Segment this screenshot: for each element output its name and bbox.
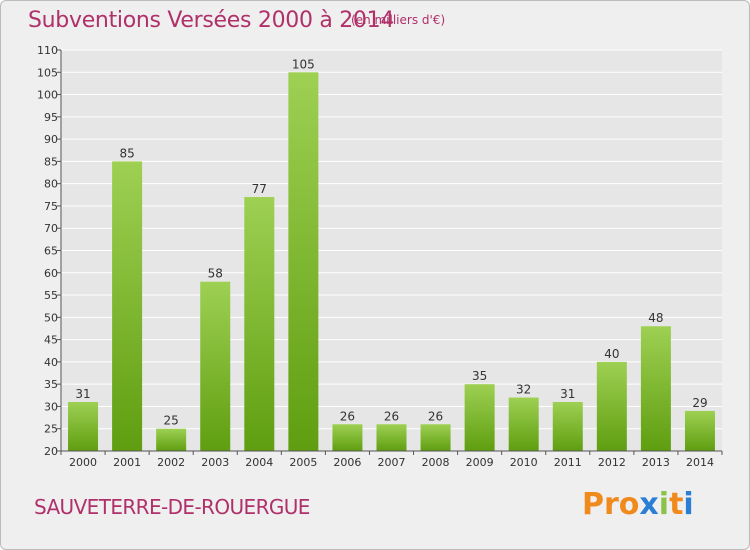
- data-label: 26: [340, 409, 355, 423]
- y-tick-label: 25: [44, 423, 58, 436]
- bar: [200, 281, 231, 451]
- x-tick-label: 2014: [686, 456, 714, 469]
- data-label: 58: [208, 267, 223, 281]
- data-label: 85: [119, 146, 134, 160]
- chart-title: Subventions Versées 2000 à 2014: [28, 8, 395, 33]
- x-tick-label: 2012: [598, 456, 626, 469]
- logo-letter: x: [639, 487, 659, 522]
- data-label: 40: [604, 347, 619, 361]
- x-tick-label: 2006: [333, 456, 361, 469]
- y-tick-label: 110: [37, 44, 58, 57]
- chart-subtitle: (en milliers d'€): [351, 13, 446, 27]
- y-tick-label: 90: [44, 133, 58, 146]
- data-label: 32: [516, 383, 531, 397]
- bar: [376, 424, 407, 451]
- y-tick-label: 45: [44, 334, 58, 347]
- y-tick-label: 65: [44, 245, 58, 258]
- y-tick-label: 40: [44, 356, 58, 369]
- bar: [508, 397, 539, 451]
- data-label: 26: [384, 409, 399, 423]
- x-tick-label: 2002: [157, 456, 185, 469]
- data-label: 31: [75, 387, 90, 401]
- logo-letter: i: [658, 487, 670, 522]
- x-tick-label: 2001: [113, 456, 141, 469]
- data-label: 31: [560, 387, 575, 401]
- bar: [332, 424, 363, 451]
- bar: [420, 424, 451, 451]
- x-tick-label: 2005: [289, 456, 317, 469]
- logo-letter: o: [618, 487, 640, 522]
- y-tick-label: 35: [44, 378, 58, 391]
- data-label: 26: [428, 409, 443, 423]
- data-label: 25: [164, 414, 179, 428]
- y-tick-label: 30: [44, 400, 58, 413]
- y-tick-label: 50: [44, 311, 58, 324]
- y-tick-label: 105: [37, 66, 58, 79]
- y-tick-label: 95: [44, 111, 58, 124]
- data-label: 77: [252, 182, 267, 196]
- y-tick-label: 60: [44, 267, 58, 280]
- x-tick-label: 2007: [378, 456, 406, 469]
- proxiti-logo: Proxiti: [582, 487, 694, 522]
- bar: [112, 161, 143, 451]
- x-tick-label: 2000: [69, 456, 97, 469]
- bar: [684, 410, 715, 451]
- x-tick-label: 2008: [422, 456, 450, 469]
- x-tick-label: 2011: [554, 456, 582, 469]
- logo-letter: P: [582, 487, 604, 522]
- x-tick-label: 2004: [245, 456, 273, 469]
- bar: [552, 401, 583, 451]
- y-tick-label: 20: [44, 445, 58, 458]
- x-tick-label: 2013: [642, 456, 670, 469]
- data-label: 105: [292, 57, 315, 71]
- y-tick-label: 55: [44, 289, 58, 302]
- data-label: 48: [648, 311, 663, 325]
- bar: [68, 401, 99, 451]
- y-tick-label: 80: [44, 178, 58, 191]
- bar: [464, 384, 495, 451]
- y-tick-label: 70: [44, 222, 58, 235]
- data-label: 35: [472, 369, 487, 383]
- x-tick-label: 2003: [201, 456, 229, 469]
- commune-name: SAUVETERRE-DE-ROUERGUE: [34, 495, 310, 519]
- bar: [244, 197, 275, 451]
- y-tick-label: 85: [44, 155, 58, 168]
- bar: [596, 361, 627, 451]
- y-tick-label: 100: [37, 89, 58, 102]
- bar: [288, 72, 319, 452]
- logo-letter: i: [683, 487, 694, 522]
- x-tick-label: 2009: [466, 456, 494, 469]
- logo-letter: t: [669, 487, 684, 522]
- y-tick-label: 75: [44, 200, 58, 213]
- x-tick-label: 2010: [510, 456, 538, 469]
- data-label: 29: [692, 396, 707, 410]
- bar: [640, 326, 671, 451]
- logo-letter: r: [604, 487, 619, 522]
- bar: [156, 428, 187, 451]
